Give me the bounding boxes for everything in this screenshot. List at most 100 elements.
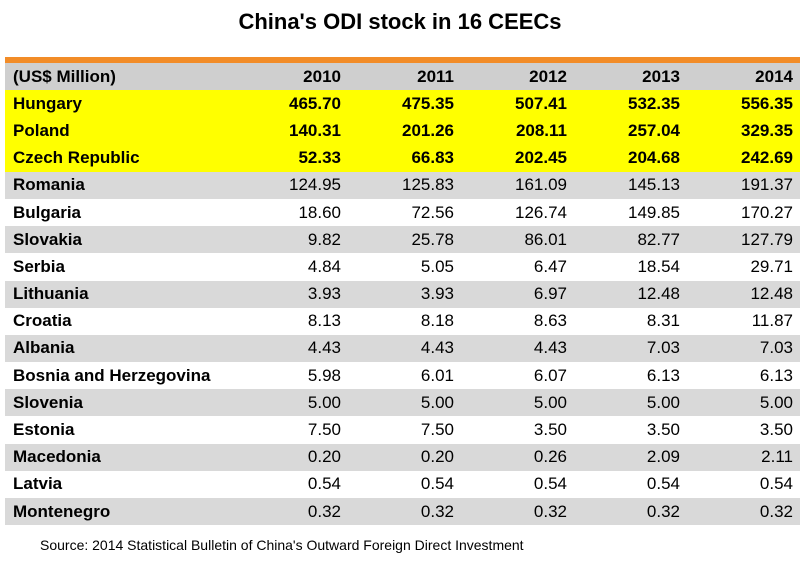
value-cell: 0.20 bbox=[307, 447, 341, 467]
value-cell: 126.74 bbox=[515, 202, 567, 222]
table-row: Bulgaria 18.60 72.56 126.74 149.85 170.27 bbox=[5, 198, 800, 227]
value-cell: 465.70 bbox=[289, 93, 341, 113]
value-cell: 8.13 bbox=[307, 311, 341, 331]
table-row: Latvia 0.54 0.54 0.54 0.54 0.54 bbox=[5, 470, 800, 498]
value-cell: 9.82 bbox=[307, 229, 341, 249]
value-cell: 0.26 bbox=[533, 447, 567, 467]
country-cell: Poland bbox=[13, 120, 70, 140]
country-cell: Latvia bbox=[13, 474, 63, 494]
value-cell: 0.54 bbox=[420, 474, 454, 494]
unit-label: (US$ Million) bbox=[13, 66, 116, 86]
value-cell: 257.04 bbox=[628, 120, 680, 140]
value-cell: 161.09 bbox=[515, 175, 567, 195]
value-cell: 5.00 bbox=[420, 392, 454, 412]
value-cell: 5.00 bbox=[307, 392, 341, 412]
value-cell: 8.31 bbox=[646, 311, 680, 331]
value-cell: 3.50 bbox=[533, 420, 567, 440]
value-cell: 0.54 bbox=[759, 474, 793, 494]
value-cell: 3.50 bbox=[646, 420, 680, 440]
column-header: 2014 bbox=[755, 66, 793, 86]
value-cell: 29.71 bbox=[750, 256, 793, 276]
table-row: Poland 140.31 201.26 208.11 257.04 329.35 bbox=[5, 117, 800, 145]
table-row: Lithuania 3.93 3.93 6.97 12.48 12.48 bbox=[5, 280, 800, 308]
country-cell: Romania bbox=[13, 175, 85, 195]
value-cell: 191.37 bbox=[741, 175, 793, 195]
value-cell: 86.01 bbox=[524, 229, 567, 249]
country-cell: Macedonia bbox=[13, 447, 101, 467]
table-row: Romania 124.95 125.83 161.09 145.13 191.37 bbox=[5, 171, 800, 199]
value-cell: 6.13 bbox=[646, 365, 680, 385]
value-cell: 5.98 bbox=[307, 365, 341, 385]
value-cell: 149.85 bbox=[628, 202, 680, 222]
value-cell: 201.26 bbox=[402, 120, 454, 140]
table-row: Hungary 465.70 475.35 507.41 532.35 556.35 bbox=[5, 90, 800, 118]
country-cell: Bosnia and Herzegovina bbox=[13, 365, 211, 385]
value-cell: 5.00 bbox=[759, 392, 793, 412]
table-row: Croatia 8.13 8.18 8.63 8.31 11.87 bbox=[5, 307, 800, 335]
country-cell: Croatia bbox=[13, 311, 72, 331]
odi-table: (US$ Million) 2010 2011 2012 2013 2014 H… bbox=[5, 63, 800, 526]
value-cell: 125.83 bbox=[402, 175, 454, 195]
value-cell: 4.43 bbox=[420, 338, 454, 358]
value-cell: 5.00 bbox=[533, 392, 567, 412]
value-cell: 202.45 bbox=[515, 148, 567, 168]
value-cell: 8.18 bbox=[420, 311, 454, 331]
table-row: Macedonia 0.20 0.20 0.26 2.09 2.11 bbox=[5, 443, 800, 471]
header-accent-bar bbox=[5, 57, 800, 63]
value-cell: 6.01 bbox=[420, 365, 454, 385]
value-cell: 0.32 bbox=[759, 501, 793, 521]
value-cell: 4.84 bbox=[307, 256, 341, 276]
column-header: 2012 bbox=[529, 66, 567, 86]
value-cell: 329.35 bbox=[741, 120, 793, 140]
value-cell: 52.33 bbox=[298, 148, 341, 168]
value-cell: 556.35 bbox=[741, 93, 793, 113]
table-header-row: (US$ Million) 2010 2011 2012 2013 2014 bbox=[5, 63, 800, 91]
value-cell: 18.60 bbox=[298, 202, 341, 222]
column-header: 2010 bbox=[303, 66, 341, 86]
column-header: 2011 bbox=[417, 66, 454, 86]
table-row: Slovakia 9.82 25.78 86.01 82.77 127.79 bbox=[5, 226, 800, 254]
country-cell: Estonia bbox=[13, 420, 75, 440]
value-cell: 170.27 bbox=[741, 202, 793, 222]
value-cell: 6.13 bbox=[759, 365, 793, 385]
table-row: Albania 4.43 4.43 4.43 7.03 7.03 bbox=[5, 334, 800, 363]
table-row: Montenegro 0.32 0.32 0.32 0.32 0.32 bbox=[5, 498, 800, 526]
value-cell: 12.48 bbox=[750, 284, 793, 304]
value-cell: 3.93 bbox=[307, 284, 341, 304]
value-cell: 0.32 bbox=[646, 501, 680, 521]
value-cell: 0.32 bbox=[533, 501, 567, 521]
value-cell: 3.93 bbox=[420, 284, 454, 304]
value-cell: 4.43 bbox=[307, 338, 341, 358]
value-cell: 2.11 bbox=[761, 447, 793, 467]
value-cell: 12.48 bbox=[637, 284, 680, 304]
country-cell: Slovakia bbox=[13, 229, 82, 249]
value-cell: 6.07 bbox=[533, 365, 567, 385]
value-cell: 0.54 bbox=[646, 474, 680, 494]
value-cell: 475.35 bbox=[402, 93, 454, 113]
table-row: Bosnia and Herzegovina 5.98 6.01 6.07 6.13 6.… bbox=[5, 362, 800, 390]
value-cell: 208.11 bbox=[515, 120, 567, 140]
table-body: Hungary 465.70 475.35 507.41 532.35 556.35 Pol… bbox=[5, 90, 800, 526]
value-cell: 18.54 bbox=[637, 256, 680, 276]
value-cell: 140.31 bbox=[289, 120, 341, 140]
table-row: Serbia 4.84 5.05 6.47 18.54 29.71 bbox=[5, 253, 800, 281]
table-row: Slovenia 5.00 5.00 5.00 5.00 5.00 bbox=[5, 389, 800, 417]
table-row: Czech Republic 52.33 66.83 202.45 204.68 242.… bbox=[5, 144, 800, 172]
value-cell: 5.05 bbox=[420, 256, 454, 276]
value-cell: 204.68 bbox=[628, 148, 680, 168]
value-cell: 3.50 bbox=[759, 420, 793, 440]
value-cell: 0.54 bbox=[533, 474, 567, 494]
country-cell: Lithuania bbox=[13, 284, 89, 304]
value-cell: 145.13 bbox=[628, 175, 680, 195]
value-cell: 25.78 bbox=[411, 229, 454, 249]
value-cell: 7.50 bbox=[420, 420, 454, 440]
value-cell: 7.50 bbox=[307, 420, 341, 440]
value-cell: 7.03 bbox=[646, 338, 680, 358]
value-cell: 7.03 bbox=[759, 338, 793, 358]
value-cell: 8.63 bbox=[533, 311, 567, 331]
value-cell: 11.87 bbox=[751, 311, 793, 331]
country-cell: Albania bbox=[13, 338, 75, 358]
country-cell: Bulgaria bbox=[13, 202, 82, 222]
value-cell: 6.47 bbox=[533, 256, 567, 276]
value-cell: 127.79 bbox=[741, 229, 793, 249]
